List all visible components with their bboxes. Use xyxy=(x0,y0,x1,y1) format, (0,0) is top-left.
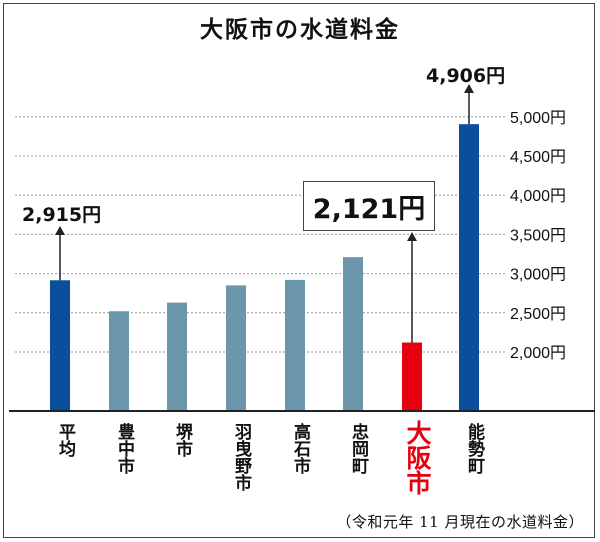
y-tick-label: 2,000円 xyxy=(510,345,566,362)
x-tick-label: 忠岡町 xyxy=(348,423,368,474)
y-tick-label: 3,000円 xyxy=(510,267,566,284)
y-tick-label: 5,000円 xyxy=(510,110,566,127)
x-tick-label: 豊中市 xyxy=(114,423,134,474)
bar xyxy=(459,124,479,411)
bar xyxy=(109,311,129,411)
bar xyxy=(226,285,246,411)
bar xyxy=(285,279,305,411)
annotation-nose: 4,906円 xyxy=(426,65,506,87)
y-tick-label: 4,000円 xyxy=(510,188,566,205)
x-tick-label: 羽曳野市 xyxy=(231,423,251,491)
bar xyxy=(50,280,70,411)
annotation-average: 2,915円 xyxy=(22,204,102,226)
bar xyxy=(343,257,363,411)
y-tick-label: 3,500円 xyxy=(510,227,566,244)
annotation-arrow-head xyxy=(464,84,474,93)
bar xyxy=(167,302,187,411)
x-tick-label: 能勢町 xyxy=(464,423,484,474)
x-tick-label: 高石市 xyxy=(290,423,310,474)
annotation-osaka-callout: 2,121円 xyxy=(303,181,435,231)
chart-frame xyxy=(3,3,595,538)
annotation-arrow-head xyxy=(407,232,417,241)
annotation-arrow-head xyxy=(55,226,65,235)
y-tick-label: 4,500円 xyxy=(510,149,566,166)
x-tick-label: 大阪市 xyxy=(403,420,432,495)
x-tick-label: 堺市 xyxy=(172,423,192,457)
footnote: （令和元年 11 月現在の水道料金） xyxy=(336,513,584,531)
x-tick-label: 平均 xyxy=(55,423,75,457)
y-tick-label: 2,500円 xyxy=(510,306,566,323)
chart-title: 大阪市の水道料金 xyxy=(200,17,400,43)
bar xyxy=(402,342,422,411)
